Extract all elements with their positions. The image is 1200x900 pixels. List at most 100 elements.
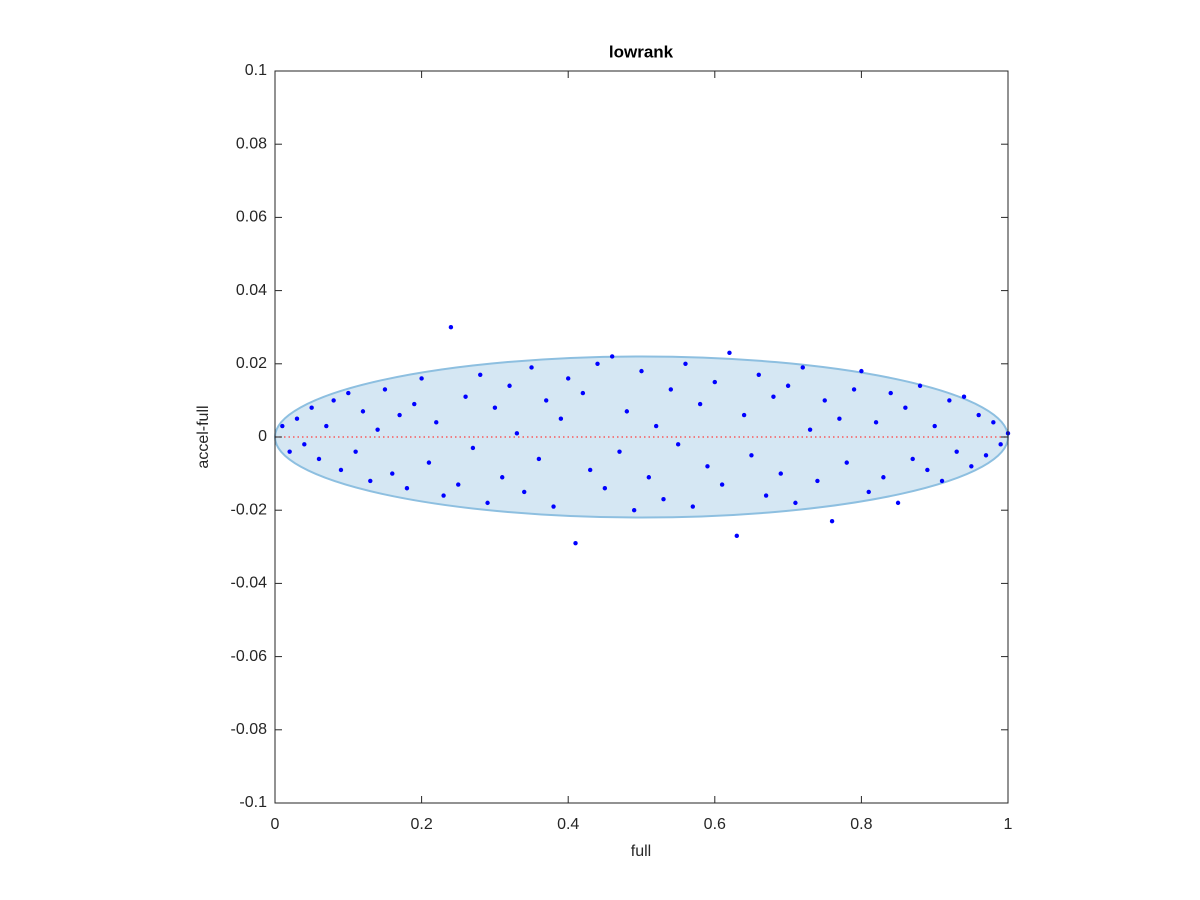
point — [353, 449, 358, 454]
point — [631, 508, 637, 513]
point — [763, 493, 769, 498]
point — [756, 372, 761, 377]
point — [734, 533, 739, 539]
point — [294, 416, 300, 421]
x-tick-label: 0 — [271, 816, 280, 833]
chart-title: lowrank — [609, 42, 674, 61]
point — [390, 471, 395, 476]
point — [815, 478, 820, 484]
point — [910, 456, 915, 462]
point — [448, 325, 454, 330]
point — [859, 368, 864, 374]
point — [939, 478, 945, 484]
point — [888, 390, 893, 396]
point — [573, 540, 578, 546]
point — [668, 387, 674, 392]
point — [932, 423, 937, 429]
point — [316, 456, 322, 462]
point — [961, 394, 967, 399]
x-axis-label: full — [631, 843, 651, 860]
y-tick-label: -0.1 — [239, 794, 267, 811]
point — [617, 449, 622, 454]
point — [375, 427, 380, 432]
point — [925, 467, 930, 473]
point — [873, 420, 879, 425]
point — [287, 449, 292, 454]
point — [500, 475, 505, 480]
y-tick-label: 0.02 — [236, 355, 267, 372]
point — [382, 387, 388, 392]
point — [536, 456, 542, 462]
point — [954, 449, 959, 454]
point — [412, 401, 417, 407]
point — [903, 405, 908, 410]
point — [463, 394, 468, 399]
point — [456, 482, 461, 487]
point — [646, 475, 652, 480]
point — [346, 390, 351, 396]
point — [851, 387, 857, 392]
point — [397, 412, 402, 418]
point — [331, 398, 336, 403]
y-tick-label: 0.08 — [236, 135, 267, 152]
point — [866, 489, 871, 495]
point — [991, 420, 996, 425]
point — [705, 464, 710, 469]
point — [566, 376, 571, 381]
point — [719, 482, 725, 487]
point — [522, 489, 527, 495]
point — [881, 475, 886, 480]
point — [309, 405, 314, 410]
ellipse — [274, 355, 1009, 519]
point — [434, 420, 439, 425]
point — [595, 361, 600, 366]
point — [690, 504, 696, 509]
point — [280, 423, 285, 429]
y-tick-label: 0.04 — [236, 282, 267, 299]
point — [544, 398, 549, 403]
x-tick-label: 0.8 — [850, 816, 872, 833]
point — [492, 405, 498, 410]
point — [338, 467, 344, 473]
y-tick-label: 0.06 — [236, 209, 267, 226]
point — [947, 398, 952, 403]
point — [324, 423, 329, 429]
point — [426, 460, 432, 465]
y-tick-label: -0.06 — [231, 648, 268, 665]
point — [609, 354, 615, 359]
y-tick-label: -0.08 — [231, 721, 268, 738]
y-tick-label: 0.1 — [245, 62, 267, 79]
point — [727, 350, 732, 356]
point — [793, 500, 798, 506]
point — [829, 518, 835, 524]
point — [661, 497, 666, 502]
point — [587, 467, 593, 473]
point — [749, 453, 754, 458]
x-tick-label: 0.2 — [410, 816, 432, 833]
y-axis-label: accel-full — [195, 405, 212, 468]
x-tick-label: 0.4 — [557, 816, 579, 833]
y-tick-label: -0.04 — [231, 575, 268, 592]
y-tick-label: -0.02 — [231, 501, 268, 518]
point — [837, 416, 842, 421]
point — [712, 379, 717, 385]
point — [683, 361, 688, 366]
point — [404, 486, 410, 491]
point — [983, 453, 989, 458]
point — [697, 401, 703, 407]
point — [478, 372, 483, 377]
point — [675, 442, 681, 447]
point — [785, 383, 791, 388]
point — [514, 431, 520, 436]
point — [807, 427, 813, 432]
x-tick-label: 0.6 — [704, 816, 726, 833]
point — [624, 409, 630, 414]
point — [778, 471, 783, 476]
point — [602, 486, 608, 491]
point — [551, 504, 556, 509]
point — [529, 365, 534, 370]
point — [741, 412, 747, 418]
point — [969, 464, 974, 469]
point — [822, 398, 827, 403]
point — [507, 383, 512, 388]
